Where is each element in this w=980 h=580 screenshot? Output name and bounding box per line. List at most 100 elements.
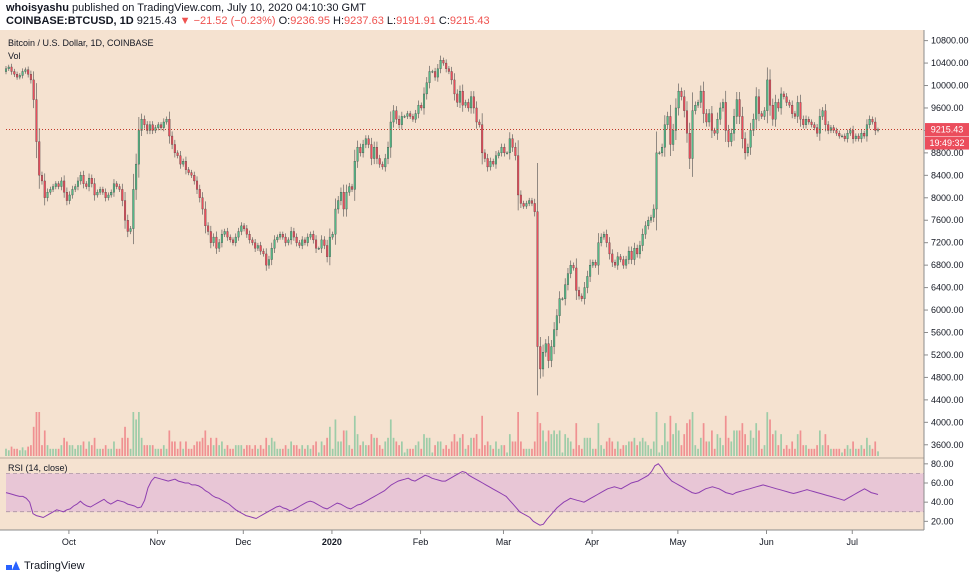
volume-bar: [154, 448, 157, 456]
volume-bar: [636, 445, 639, 456]
volume-bar: [478, 448, 481, 456]
candle-body: [373, 147, 376, 159]
candle-body: [771, 105, 774, 120]
volume-bar: [245, 445, 248, 456]
volume-bar: [461, 434, 464, 456]
candle-body: [506, 152, 509, 154]
candle-body: [536, 211, 539, 347]
volume-bar: [514, 441, 517, 456]
time-tick-label: Nov: [150, 537, 167, 547]
volume-bar: [276, 448, 279, 456]
candle-body: [90, 177, 93, 184]
volume-bar: [187, 448, 190, 456]
volume-bar: [32, 426, 35, 456]
candle-body: [351, 186, 354, 190]
candle-body: [40, 175, 43, 182]
volume-bar: [536, 412, 539, 456]
volume-bar: [569, 441, 572, 456]
tradingview-watermark[interactable]: TradingView: [6, 560, 85, 572]
volume-bar: [370, 434, 373, 456]
volume-bar: [340, 441, 342, 456]
candle-body: [76, 180, 79, 187]
volume-bar: [874, 441, 877, 456]
candle-body: [101, 189, 104, 193]
volume-bar: [741, 423, 744, 456]
volume-bar: [99, 448, 101, 456]
volume-bar: [68, 445, 71, 456]
candles: [4, 55, 880, 396]
price-tick-label: 7200.00: [931, 238, 964, 248]
volume-bar: [841, 452, 843, 456]
candle-body: [810, 121, 813, 125]
candle-body: [204, 208, 207, 227]
candle-body: [381, 163, 384, 168]
volume-bar: [403, 452, 406, 456]
candle-body: [561, 298, 564, 300]
time-axis[interactable]: Oct Nov Dec 2020 Feb Mar Apr May Jun Jul: [62, 530, 858, 547]
candle-body: [780, 93, 783, 109]
candle-body: [508, 138, 511, 154]
volume-bar: [713, 448, 716, 456]
price-axis[interactable]: 3600.00 4000.00 4400.00 4800.00 5200.00 5600.…: [924, 36, 969, 450]
candle-body: [483, 152, 486, 159]
volume-bar: [367, 445, 370, 456]
volume-bar: [486, 441, 489, 456]
volume-bar: [257, 448, 259, 456]
volume-bar: [113, 441, 115, 456]
volume-bar: [445, 445, 448, 456]
volume-bar: [287, 448, 290, 456]
candle-body: [727, 130, 730, 142]
volume-bar: [74, 448, 77, 456]
candle-body: [436, 68, 439, 78]
volume-bar: [805, 445, 807, 456]
volume-bar: [450, 441, 453, 456]
volume-bar: [143, 445, 146, 456]
candle-body: [359, 147, 362, 154]
price-tick-label: 8800.00: [931, 148, 964, 158]
volume-bar: [522, 448, 525, 456]
volume-bar: [57, 448, 60, 456]
candle-body: [843, 135, 846, 139]
candle-body: [420, 105, 423, 109]
time-tick-label: Mar: [496, 537, 512, 547]
volume-bar: [821, 445, 824, 456]
candle-body: [209, 231, 212, 243]
candle-body: [865, 124, 868, 137]
author-name[interactable]: whoisyashu: [6, 2, 69, 14]
volume-bar: [49, 448, 52, 456]
rsi-tick-label: 20.00: [931, 516, 954, 526]
volume-bar: [633, 437, 636, 456]
volume-bar: [54, 448, 57, 456]
candle-body: [674, 107, 677, 131]
volume-bar: [735, 430, 738, 456]
candle-body: [273, 239, 276, 249]
rsi-tick-label: 60.00: [931, 478, 954, 488]
candle-body: [677, 90, 680, 109]
volume-bar: [716, 434, 719, 456]
candle-body: [378, 158, 381, 165]
candle-body: [605, 234, 608, 243]
volume-bar: [647, 445, 650, 456]
volume-bar: [699, 437, 702, 456]
volume-bar: [752, 437, 755, 456]
candle-body: [492, 161, 495, 165]
rsi-line: [5, 463, 879, 526]
volume-bar: [240, 445, 243, 456]
rsi-axis[interactable]: 20.00 40.00 60.00 80.00: [6, 459, 954, 527]
candle-body: [306, 236, 309, 243]
time-tick-label: Oct: [62, 537, 77, 547]
candle-body: [472, 96, 475, 109]
price-tick-label: 10000.00: [931, 81, 969, 91]
volume-bar: [317, 452, 320, 456]
volume-bar: [165, 448, 168, 456]
candle-body: [317, 248, 320, 250]
volume-bar: [849, 448, 852, 456]
volume-bar: [306, 445, 309, 456]
volume-bar: [79, 445, 82, 456]
volume-bar: [168, 430, 171, 456]
volume-bar: [711, 430, 713, 456]
price-chart[interactable]: 3600.00 4000.00 4400.00 4800.00 5200.00 5600.…: [0, 30, 980, 560]
candle-body: [201, 197, 204, 210]
candle-body: [218, 242, 221, 249]
candle-body: [730, 133, 733, 142]
